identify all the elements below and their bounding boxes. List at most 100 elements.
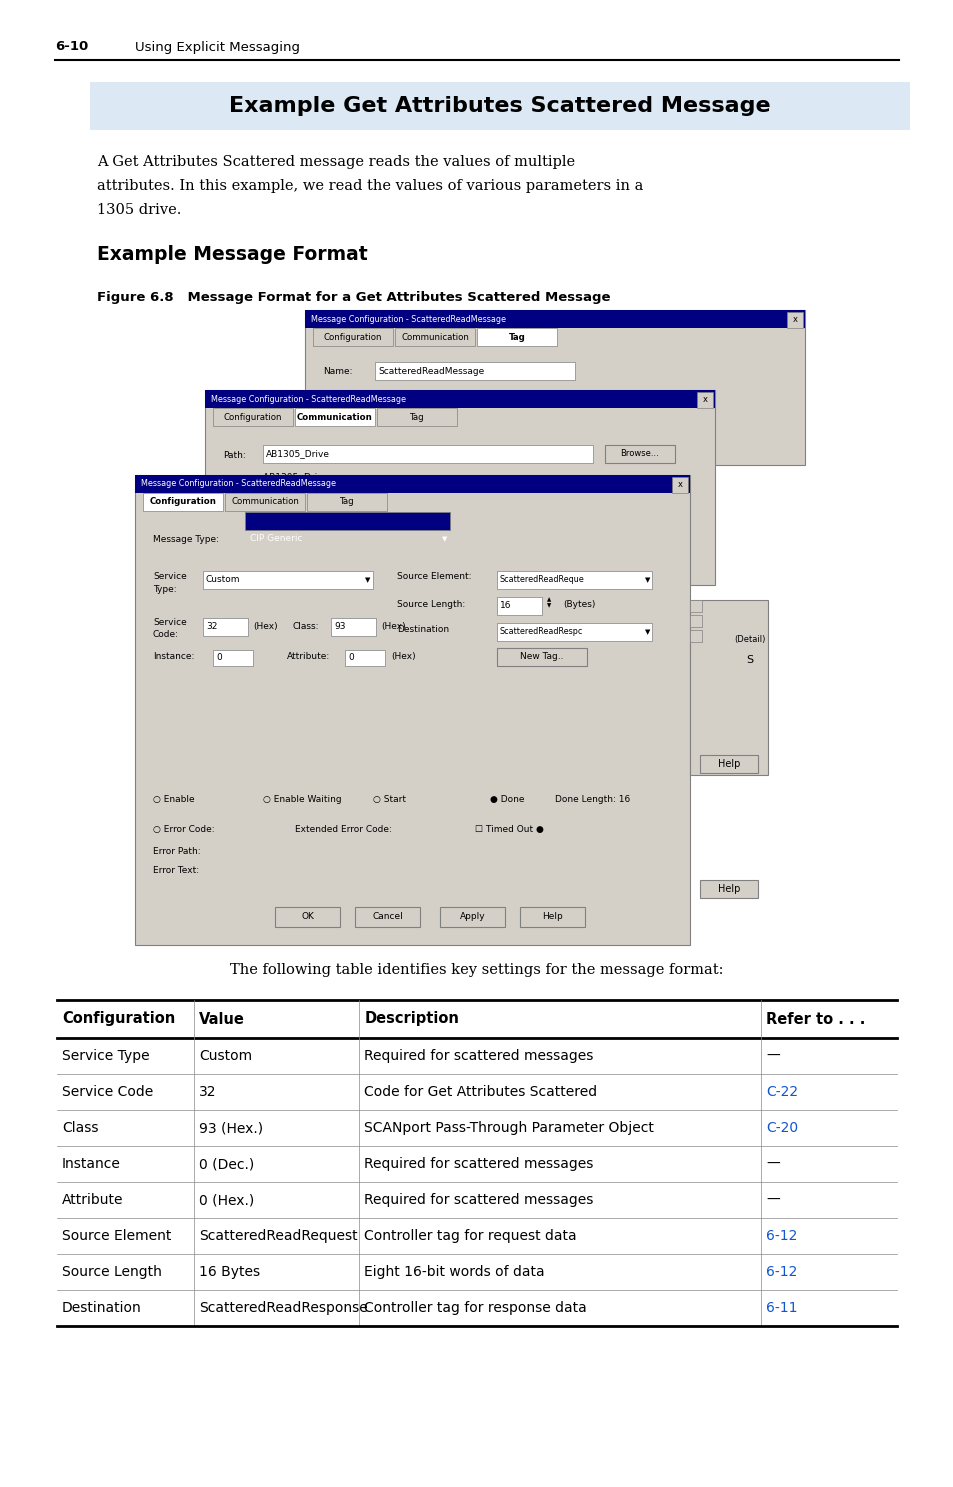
Bar xyxy=(497,623,651,641)
Text: 0: 0 xyxy=(215,653,221,663)
Text: 6-12: 6-12 xyxy=(765,1228,797,1243)
Text: ○ Enable: ○ Enable xyxy=(152,796,194,804)
Bar xyxy=(375,361,575,381)
Text: AB1305_Drive: AB1305_Drive xyxy=(266,449,330,458)
Text: New Tag..: New Tag.. xyxy=(519,653,563,662)
Text: ● Done: ● Done xyxy=(490,796,524,804)
Text: Description: Description xyxy=(364,1011,458,1026)
Text: AB1305  Drive: AB1305 Drive xyxy=(263,473,328,482)
Text: Service Type: Service Type xyxy=(62,1048,150,1063)
Text: C-20: C-20 xyxy=(765,1121,798,1135)
Text: Figure 6.8   Message Format for a Get Attributes Scattered Message: Figure 6.8 Message Format for a Get Attr… xyxy=(97,290,610,303)
Text: Communication: Communication xyxy=(296,412,373,421)
Text: Type:: Type: xyxy=(152,586,176,595)
Bar xyxy=(331,619,375,636)
Bar xyxy=(700,880,758,898)
Text: x: x xyxy=(792,315,797,324)
Text: Configuration: Configuration xyxy=(150,498,216,507)
Text: 6-10: 6-10 xyxy=(55,40,89,54)
Text: ▼: ▼ xyxy=(365,577,370,583)
Text: Configuration: Configuration xyxy=(62,1011,175,1026)
Bar xyxy=(395,329,475,346)
Text: Code:: Code: xyxy=(152,630,179,639)
Bar xyxy=(90,82,909,129)
Bar xyxy=(274,907,339,926)
Bar xyxy=(376,407,456,425)
Text: ○ Error Code:: ○ Error Code: xyxy=(152,825,214,834)
Text: Configuration: Configuration xyxy=(323,333,382,342)
Text: Done Length: 16: Done Length: 16 xyxy=(555,796,630,804)
Text: Source Element:: Source Element: xyxy=(396,572,471,581)
Bar xyxy=(689,599,701,613)
Text: Instance: Instance xyxy=(62,1157,121,1170)
Text: Help: Help xyxy=(717,883,740,894)
Text: x: x xyxy=(677,480,681,489)
Text: Message Configuration - ScatteredReadMessage: Message Configuration - ScatteredReadMes… xyxy=(211,394,406,403)
Bar xyxy=(305,309,804,329)
Text: Source Element: Source Element xyxy=(62,1228,172,1243)
Text: Error Text:: Error Text: xyxy=(152,867,199,876)
Bar xyxy=(439,907,504,926)
Text: attributes. In this example, we read the values of various parameters in a: attributes. In this example, we read the… xyxy=(97,178,642,193)
Text: ▼: ▼ xyxy=(441,535,447,541)
Bar xyxy=(519,907,584,926)
Bar xyxy=(786,312,802,329)
Text: 16: 16 xyxy=(499,602,511,611)
Text: The following table identifies key settings for the message format:: The following table identifies key setti… xyxy=(230,964,723,977)
Text: Controller tag for response data: Controller tag for response data xyxy=(364,1301,586,1315)
Text: Name:: Name: xyxy=(323,367,352,376)
Text: Required for scattered messages: Required for scattered messages xyxy=(364,1048,593,1063)
Bar xyxy=(205,390,714,584)
Text: Tag: Tag xyxy=(339,498,354,507)
Bar xyxy=(689,616,701,628)
Text: Service Code: Service Code xyxy=(62,1086,153,1099)
Text: Value: Value xyxy=(199,1011,245,1026)
Text: (Hex): (Hex) xyxy=(391,653,416,662)
Text: Attribute:: Attribute: xyxy=(287,653,330,662)
Text: 16 Bytes: 16 Bytes xyxy=(199,1265,260,1279)
Bar xyxy=(307,494,387,512)
Text: (Bytes): (Bytes) xyxy=(562,601,595,610)
Bar xyxy=(203,571,373,589)
Bar xyxy=(203,619,248,636)
Text: Message Configuration - ScatteredReadMessage: Message Configuration - ScatteredReadMes… xyxy=(311,314,505,324)
Text: Service: Service xyxy=(152,619,187,628)
Bar xyxy=(245,512,450,529)
Bar xyxy=(700,755,758,773)
Text: S: S xyxy=(745,654,753,665)
Text: Using Explicit Messaging: Using Explicit Messaging xyxy=(135,40,299,54)
Text: ScatteredReadReque: ScatteredReadReque xyxy=(499,575,584,584)
Bar xyxy=(135,474,689,946)
Text: Eight 16-bit words of data: Eight 16-bit words of data xyxy=(364,1265,544,1279)
Bar xyxy=(689,630,701,642)
Bar xyxy=(213,407,293,425)
Text: Destination: Destination xyxy=(62,1301,142,1315)
Text: Tag: Tag xyxy=(508,333,525,342)
Bar xyxy=(497,648,586,666)
Text: Tag: Tag xyxy=(409,412,424,421)
Text: ▼: ▼ xyxy=(644,577,650,583)
Text: Instance:: Instance: xyxy=(152,653,194,662)
Text: Example Message Format: Example Message Format xyxy=(97,245,367,265)
Text: Attribute: Attribute xyxy=(62,1193,123,1207)
Text: A Get Attributes Scattered message reads the values of multiple: A Get Attributes Scattered message reads… xyxy=(97,155,575,170)
Text: ScatteredReadResponse: ScatteredReadResponse xyxy=(199,1301,367,1315)
Bar xyxy=(697,393,712,407)
Text: 32: 32 xyxy=(206,623,217,632)
Text: Apply: Apply xyxy=(459,913,485,922)
Text: 0 (Dec.): 0 (Dec.) xyxy=(199,1157,253,1170)
Text: Configuration: Configuration xyxy=(224,412,282,421)
Text: Source Length: Source Length xyxy=(62,1265,162,1279)
Text: Help: Help xyxy=(541,913,562,922)
Text: Custom: Custom xyxy=(206,575,240,584)
Text: Class: Class xyxy=(62,1121,98,1135)
Text: 6-11: 6-11 xyxy=(765,1301,797,1315)
Text: Path:: Path: xyxy=(223,451,246,459)
Text: 93: 93 xyxy=(334,623,345,632)
Text: SCANport Pass-Through Parameter Object: SCANport Pass-Through Parameter Object xyxy=(364,1121,654,1135)
Text: (Hex): (Hex) xyxy=(253,623,277,632)
Bar xyxy=(604,445,675,462)
Bar xyxy=(345,650,385,666)
Text: CIP Generic: CIP Generic xyxy=(250,534,302,544)
Text: Cancel: Cancel xyxy=(372,913,402,922)
